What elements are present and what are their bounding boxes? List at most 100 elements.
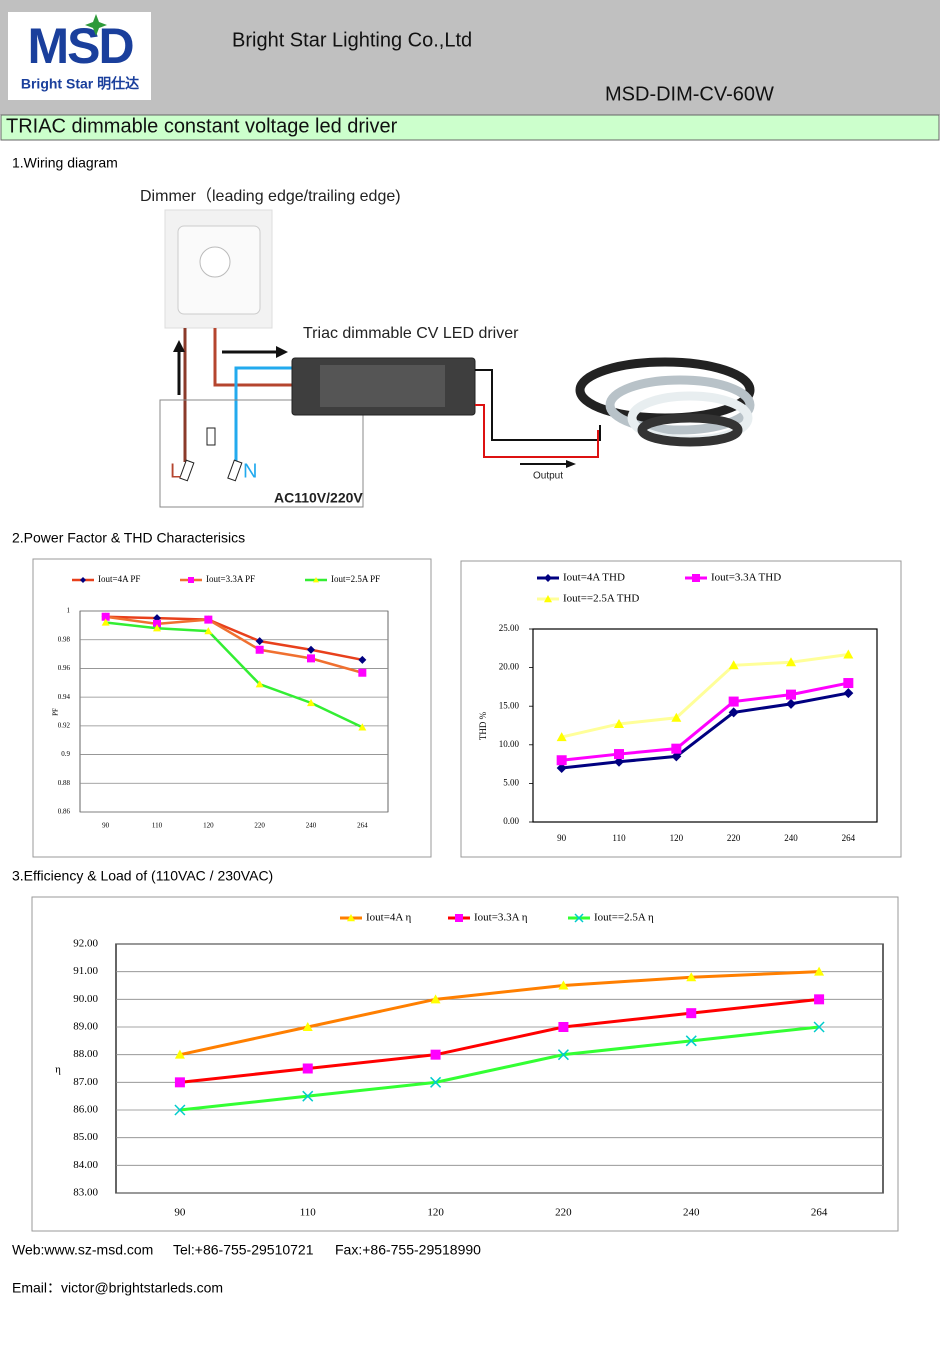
led-reel xyxy=(605,375,755,435)
arrow-head xyxy=(173,340,185,352)
marker xyxy=(728,696,739,707)
marker xyxy=(358,668,367,677)
y-tick-label: 5.00 xyxy=(503,777,519,787)
footer-fax: Fax:+86-755-29518990 xyxy=(335,1242,481,1258)
marker xyxy=(174,1104,186,1116)
doc-title: TRIAC dimmable constant voltage led driv… xyxy=(6,115,398,137)
marker xyxy=(685,1035,697,1047)
x-tick-label: 264 xyxy=(357,822,368,830)
outlet-slot xyxy=(227,459,243,482)
marker xyxy=(174,1077,185,1088)
series-line xyxy=(105,615,363,662)
legend-label: Iout==2.5A THD xyxy=(563,593,639,605)
legend-marker xyxy=(692,574,700,582)
series-line xyxy=(561,652,849,739)
wire-output xyxy=(475,369,601,441)
y-tick-label: 15.00 xyxy=(499,700,520,710)
marker xyxy=(302,1063,313,1074)
marker xyxy=(813,1021,825,1033)
legend-label: Iout=3.3A THD xyxy=(711,572,781,584)
x-tick-label: 90 xyxy=(174,1207,186,1219)
x-tick-label: 120 xyxy=(670,833,684,843)
output-label: Output xyxy=(533,471,563,482)
x-tick-label: 240 xyxy=(784,833,798,843)
marker xyxy=(556,732,567,742)
marker xyxy=(307,645,315,654)
x-tick-label: 240 xyxy=(306,822,317,830)
marker xyxy=(358,723,367,731)
marker xyxy=(614,756,624,767)
charts: 0.86 0.88 0.9 0.92 0.94 0.96 0.98 1 90 110 120 220 2… xyxy=(52,572,884,1219)
wiring-diagram: Dimmer（leading edge/trailing edge) L N A… xyxy=(140,187,755,508)
legend-marker xyxy=(313,577,319,583)
marker xyxy=(557,1049,569,1061)
legend-label: Iout==2.5A η xyxy=(594,912,654,924)
marker xyxy=(255,645,264,654)
marker xyxy=(814,994,825,1005)
marker xyxy=(814,966,825,976)
legend-marker xyxy=(347,914,355,922)
series-line xyxy=(179,997,820,1084)
marker xyxy=(558,980,569,990)
logo-subtitle: Bright Star 明仕达 xyxy=(21,76,139,92)
legend-marker xyxy=(574,913,584,923)
series-line xyxy=(105,621,363,729)
marker xyxy=(843,649,854,659)
footer-tel: Tel:+86-755-29510721 xyxy=(173,1242,314,1258)
marker xyxy=(307,698,315,707)
x-tick-label: 264 xyxy=(842,833,856,843)
x-tick-label: 90 xyxy=(102,822,110,830)
legend-label: Iout=3.3A PF xyxy=(206,574,255,584)
marker xyxy=(671,712,682,722)
marker xyxy=(255,637,264,646)
y-tick-label: 0.00 xyxy=(503,816,519,826)
wire-dimmed xyxy=(213,328,292,387)
marker xyxy=(843,678,854,689)
series-line xyxy=(561,691,849,770)
driver-label: Triac dimmable CV LED driver xyxy=(303,325,519,342)
marker xyxy=(307,654,315,663)
dimmer-knob xyxy=(199,246,231,278)
legend-marker xyxy=(544,595,552,603)
marker xyxy=(843,688,854,699)
y-axis-label: THD % xyxy=(478,711,488,740)
y-tick-label: 88.00 xyxy=(73,1048,98,1060)
y-tick-label: 91.00 xyxy=(73,965,98,977)
section-heading: 1.Wiring diagram xyxy=(12,155,118,171)
legend-label: Iout=4A η xyxy=(366,912,412,924)
arrow-head xyxy=(566,460,576,468)
marker xyxy=(614,749,624,760)
input-label: AC110V/220V xyxy=(274,490,363,506)
led-reel xyxy=(637,413,743,447)
marker xyxy=(174,1049,185,1059)
y-tick-label: 0.96 xyxy=(58,664,71,672)
legend-marker xyxy=(544,574,552,582)
y-tick-label: 25.00 xyxy=(499,623,520,633)
x-tick-label: 220 xyxy=(254,822,265,830)
logo-text: MSD xyxy=(27,18,133,74)
arrow-head xyxy=(276,346,288,358)
model-name: MSD-DIM-CV-60W xyxy=(605,83,774,105)
footer-web: Web:www.sz-msd.com xyxy=(12,1242,153,1258)
y-tick-label: 86.00 xyxy=(73,1104,98,1116)
series-line xyxy=(105,615,363,674)
marker xyxy=(556,755,567,766)
legend-label: Iout=2.5A PF xyxy=(331,574,380,584)
y-tick-label: 87.00 xyxy=(73,1076,98,1088)
marker xyxy=(204,615,213,624)
marker xyxy=(614,718,624,728)
wire-neutral xyxy=(234,366,292,462)
y-axis-label: PF xyxy=(52,708,60,716)
marker xyxy=(558,1022,569,1032)
marker xyxy=(204,627,213,635)
x-tick-label: 90 xyxy=(557,833,567,843)
series-line xyxy=(561,681,849,762)
driver-label-plate xyxy=(320,365,445,407)
x-tick-label: 220 xyxy=(555,1207,572,1219)
marker xyxy=(556,762,567,773)
x-tick-label: 120 xyxy=(427,1207,444,1219)
marker xyxy=(686,972,697,982)
marker xyxy=(671,751,682,762)
x-tick-label: 110 xyxy=(300,1207,317,1219)
